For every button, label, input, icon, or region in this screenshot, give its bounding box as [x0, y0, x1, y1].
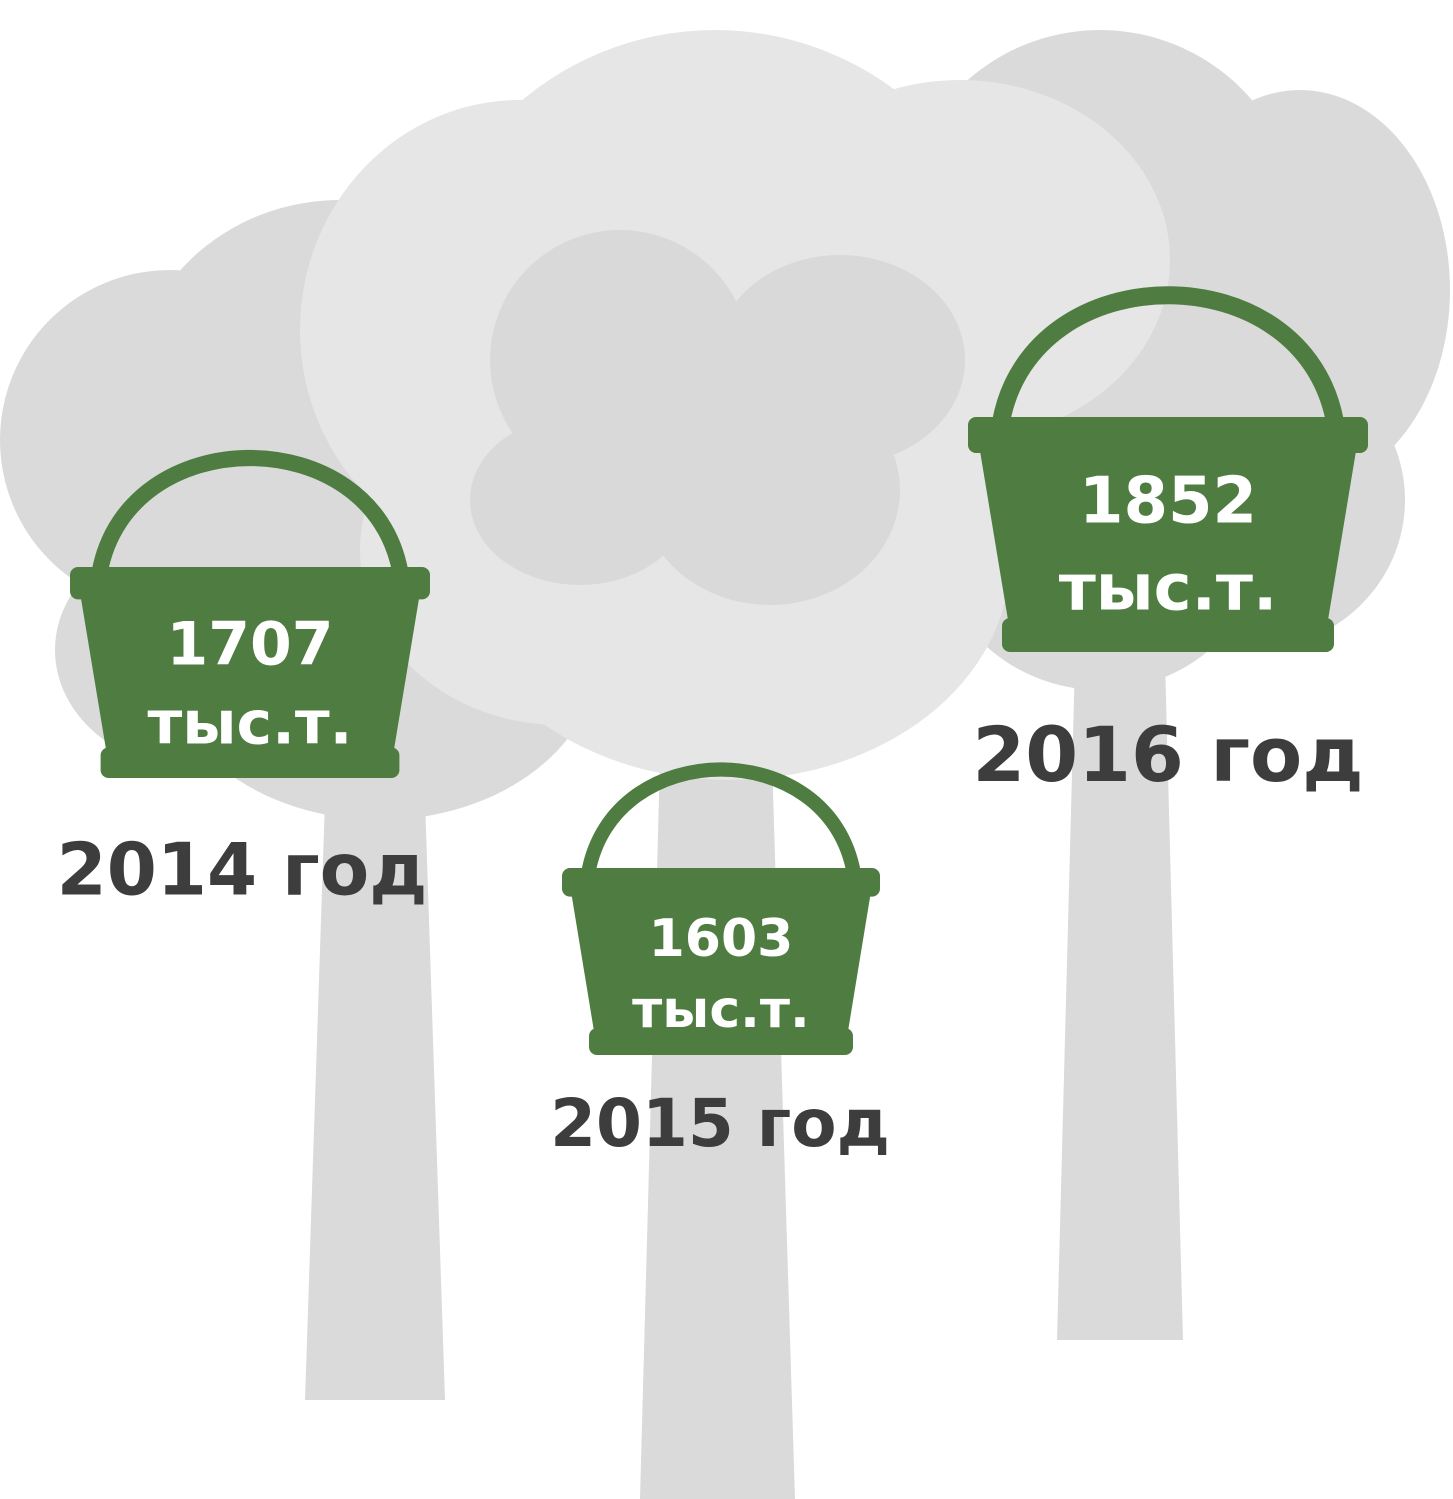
basket-rim [968, 417, 1368, 453]
value: 1707 [167, 610, 334, 680]
basket-body [980, 451, 1356, 620]
basket-bottom [1002, 618, 1334, 652]
basket-body [80, 597, 420, 750]
basket-rim [70, 567, 430, 600]
year-label: 2014 год [57, 828, 428, 912]
basket-bottom [100, 747, 400, 778]
basket: 1603 тыс.т. 2015 год [550, 762, 890, 1162]
unit: тыс.т. [632, 980, 810, 1040]
basket: 1852 тыс.т. 2016 год [968, 286, 1368, 799]
value: 1603 [649, 909, 794, 969]
basket-body [571, 894, 871, 1030]
basket-rim [562, 868, 880, 897]
unit: тыс.т. [1059, 552, 1278, 626]
value: 1852 [1079, 465, 1257, 539]
basket-bottom [589, 1027, 853, 1055]
basket-handle [91, 449, 409, 574]
basket: 1707 тыс.т. 2014 год [57, 449, 430, 912]
baskets: 1707 тыс.т. 2014 год 1603 тыс.т. 2015 год 1852… [57, 286, 1368, 1162]
year-label: 2016 год [972, 710, 1363, 799]
unit: тыс.т. [148, 689, 353, 759]
year-label: 2015 год [550, 1085, 890, 1162]
basket-handle [581, 762, 861, 875]
basket-handle [992, 286, 1344, 424]
